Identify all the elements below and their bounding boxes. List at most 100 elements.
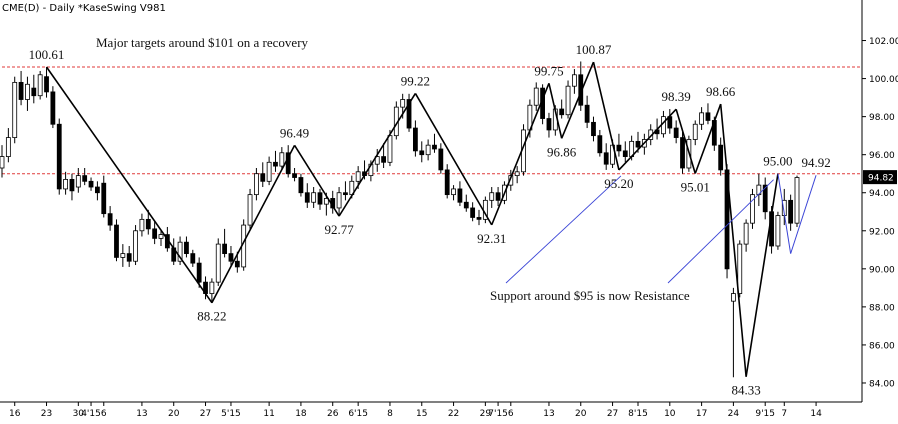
candle-body <box>5 137 11 157</box>
candle-body <box>584 104 590 123</box>
support-resistance-annotation: Support around $95 is now Resistance <box>490 288 690 303</box>
candle-body <box>190 253 196 264</box>
candle-body <box>44 76 49 93</box>
candle-body <box>31 87 37 97</box>
candle-body <box>95 186 100 194</box>
swing-segment <box>592 61 620 171</box>
candle-body <box>323 198 329 205</box>
swing-label: 94.92 <box>801 155 830 170</box>
y-tick-label: 92.00 <box>869 227 895 237</box>
candle-body <box>69 179 75 192</box>
candle-body <box>616 144 622 152</box>
last-price-label: 94.82 <box>868 174 894 184</box>
candle-body <box>374 156 380 165</box>
swing-segment <box>675 108 697 174</box>
swing-labels: 100.61 88.22 96.49 92.77 99.22 92.31 99.75 96.8… <box>29 42 831 398</box>
candle-body <box>432 144 437 150</box>
candle-body <box>336 192 342 209</box>
candle-body <box>292 173 297 178</box>
swing-label: 95.01 <box>681 180 710 195</box>
x-tick-label: 6 <box>101 409 107 419</box>
x-tick-label: 9'15 <box>755 409 775 419</box>
candle-body <box>603 152 609 165</box>
candle-body <box>737 243 743 294</box>
candle-body <box>355 171 361 182</box>
candle-body <box>196 262 202 283</box>
swing-segment <box>548 83 563 139</box>
swing-segment <box>45 66 213 304</box>
swing-label: 88.22 <box>197 309 226 324</box>
candle-body <box>152 228 158 239</box>
y-tick-label: 96.00 <box>869 151 895 161</box>
kaseswing-lines <box>45 61 817 377</box>
candle-body <box>215 243 221 283</box>
swing-segment <box>618 108 677 171</box>
candle-body <box>591 121 596 137</box>
candle-body <box>451 188 456 196</box>
candle-body <box>0 156 5 169</box>
candle-body <box>343 192 348 196</box>
candle-body <box>635 140 641 148</box>
x-tick-label: 8 <box>387 409 393 419</box>
candle-body <box>247 194 253 226</box>
candle-body <box>234 260 240 268</box>
candle-body <box>75 175 81 188</box>
candle-body <box>298 177 304 194</box>
candle-body <box>546 118 552 131</box>
y-tick-label: 100.00 <box>869 75 898 85</box>
x-tick-label: 27 <box>200 409 211 419</box>
candles-layer <box>0 61 800 378</box>
x-tick-label: 27 <box>607 409 618 419</box>
targets-annotation: Major targets around $101 on a recovery <box>96 35 309 50</box>
x-tick-label: 13 <box>543 409 554 419</box>
candle-body <box>794 177 800 224</box>
swing-label: 95.00 <box>763 154 792 169</box>
candle-body <box>209 281 215 294</box>
x-tick-label: 17 <box>696 409 707 419</box>
candle-body <box>476 217 482 220</box>
candle-body <box>387 135 393 163</box>
swing-segment <box>293 144 340 217</box>
candle-body <box>381 156 387 163</box>
candle-body <box>444 169 450 196</box>
candle-body <box>56 123 62 190</box>
swing-label: 99.22 <box>401 73 430 88</box>
swing-segment <box>694 103 722 174</box>
candle-body <box>50 91 56 125</box>
candle-body <box>311 192 317 203</box>
x-tick-label: 4'15 <box>81 409 101 419</box>
candle-body <box>126 253 132 262</box>
candle-body <box>559 108 565 116</box>
candle-body <box>228 253 234 262</box>
candle-body <box>82 175 88 182</box>
swing-label: 92.31 <box>477 231 506 246</box>
candle-body <box>470 207 476 218</box>
candle-body <box>139 218 145 232</box>
candle-body <box>705 112 711 121</box>
swing-label: 95.20 <box>604 176 633 191</box>
swing-segment <box>777 173 792 254</box>
candle-body <box>400 99 406 108</box>
candle-body <box>457 188 463 203</box>
x-tick-label: 13 <box>136 409 147 419</box>
candle-body <box>718 144 724 171</box>
x-tick-label: 29 <box>480 409 492 419</box>
candle-body <box>572 74 577 87</box>
x-tick-label: 20 <box>168 409 180 419</box>
candle-body <box>762 184 768 213</box>
candle-body <box>533 87 539 106</box>
candle-body <box>406 99 412 129</box>
candle-body <box>279 152 285 167</box>
candle-body <box>101 182 107 215</box>
x-tick-label: 6'15 <box>348 409 368 419</box>
candle-body <box>177 241 183 262</box>
x-tick-label: 30 <box>73 409 85 419</box>
candle-body <box>622 150 628 157</box>
candle-body <box>285 152 291 175</box>
y-tick-label: 88.00 <box>869 303 895 313</box>
swing-segment <box>490 83 550 226</box>
x-tick-label: 7 <box>781 409 787 419</box>
x-tick-label: 11 <box>263 409 274 419</box>
